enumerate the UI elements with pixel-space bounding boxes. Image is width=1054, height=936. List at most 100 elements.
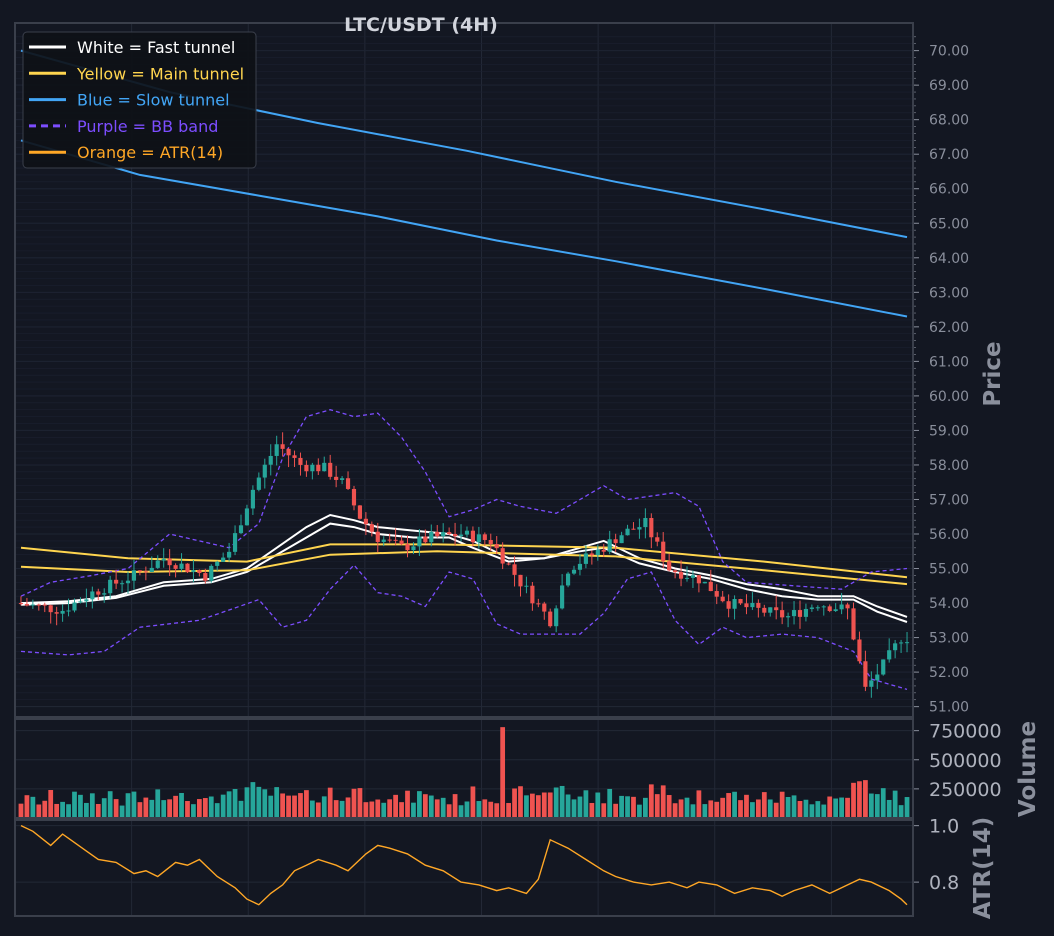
- candle-body: [131, 570, 137, 581]
- volume-bar: [672, 803, 678, 818]
- volume-bar: [119, 805, 125, 818]
- volume-bar: [595, 792, 601, 818]
- candle-body: [96, 591, 101, 595]
- volume-bar: [613, 803, 619, 818]
- price-tick-label: 60.00: [929, 389, 969, 405]
- volume-bar: [137, 802, 143, 818]
- volume-bar: [809, 804, 815, 818]
- candle-body: [470, 530, 476, 543]
- candle-body: [203, 573, 208, 581]
- price-tick-label: 59.00: [929, 423, 969, 439]
- volume-bar: [155, 789, 161, 818]
- candle-body: [637, 527, 642, 530]
- volume-bar: [547, 792, 553, 818]
- candle-body: [42, 604, 47, 606]
- volume-bar: [524, 795, 529, 818]
- candle-body: [839, 604, 844, 610]
- fast-tunnel-upper-line: [20, 513, 908, 618]
- candle-body: [262, 464, 267, 478]
- price-tick-label: 53.00: [929, 631, 969, 647]
- candle-body: [732, 599, 737, 609]
- candle-body: [84, 599, 89, 602]
- candle-body: [393, 539, 398, 541]
- candle-body: [851, 608, 856, 640]
- volume-bar: [113, 799, 119, 818]
- candle-body: [530, 585, 535, 604]
- candle-body: [411, 546, 416, 551]
- volume-bar: [494, 803, 500, 818]
- volume-bar: [553, 787, 559, 818]
- volume-bar: [851, 782, 856, 818]
- volume-bar: [89, 793, 95, 818]
- price-tick-label: 62.00: [929, 320, 969, 336]
- volume-bar: [24, 795, 30, 818]
- volume-bar: [417, 791, 422, 818]
- volume-bar: [518, 786, 523, 818]
- volume-bar: [304, 790, 309, 818]
- price-tick-label: 66.00: [929, 182, 969, 198]
- volume-bar: [565, 794, 571, 818]
- candle-body: [179, 563, 184, 569]
- price-tick-label: 57.00: [929, 492, 969, 508]
- candle-body: [577, 563, 583, 570]
- volume-bar: [36, 804, 42, 818]
- candle-body: [250, 489, 255, 509]
- candle-body: [571, 569, 577, 574]
- volume-bar: [738, 800, 743, 818]
- candle-layer: [18, 432, 910, 698]
- candle-body: [72, 602, 77, 611]
- candle-body: [887, 650, 892, 660]
- candle-body: [780, 610, 785, 618]
- volume-bar: [351, 788, 357, 818]
- volume-bar: [280, 793, 286, 818]
- price-tick-label: 58.00: [929, 458, 969, 474]
- volume-bar: [369, 801, 375, 818]
- volume-bar: [833, 798, 839, 818]
- candle-body: [221, 557, 226, 562]
- bb-band-lower-line: [20, 564, 908, 691]
- price-tick-label: 65.00: [929, 216, 969, 232]
- volume-bar: [381, 802, 387, 818]
- frame-layer: [14, 22, 914, 917]
- candle-body: [114, 579, 119, 584]
- volume-bar: [868, 793, 874, 818]
- volume-bar: [357, 788, 363, 818]
- volume-bar: [393, 794, 398, 818]
- volume-bar: [726, 793, 732, 818]
- candle-body: [215, 561, 220, 566]
- volume-bar: [107, 791, 113, 818]
- volume-bar: [720, 797, 726, 818]
- candle-body: [613, 539, 618, 544]
- volume-bar: [66, 804, 71, 818]
- volume-bar: [84, 802, 89, 818]
- candle-body: [560, 585, 565, 609]
- volume-bar: [702, 804, 708, 818]
- volume-bar: [631, 796, 636, 818]
- volume-bar: [161, 800, 167, 818]
- candle-body: [167, 558, 172, 566]
- volume-bar: [797, 800, 803, 818]
- volume-bar: [345, 797, 351, 818]
- atr-tick-label: 0.8: [929, 872, 959, 894]
- volume-bar: [54, 803, 60, 818]
- price-tick-label: 63.00: [929, 285, 969, 301]
- candle-body: [565, 573, 571, 586]
- volume-bar: [886, 799, 892, 818]
- volume-bar: [173, 795, 178, 818]
- candle-body: [334, 476, 339, 480]
- atr-axis-label: ATR(14): [970, 817, 996, 919]
- candle-body: [696, 575, 701, 584]
- candle-body: [768, 607, 773, 613]
- volume-bar: [821, 804, 827, 818]
- candle-body: [387, 539, 392, 541]
- volume-bar: [857, 781, 862, 818]
- volume-bar: [321, 796, 327, 818]
- candle-body: [714, 591, 719, 597]
- candle-body: [357, 505, 363, 519]
- candle-body: [304, 464, 309, 472]
- legend: White = Fast tunnel Yellow = Main tunnel B…: [22, 31, 257, 169]
- volume-axis-label: Volume: [1015, 721, 1041, 817]
- candle-body: [458, 534, 464, 537]
- candle-body: [143, 571, 148, 573]
- candle-body: [155, 560, 160, 568]
